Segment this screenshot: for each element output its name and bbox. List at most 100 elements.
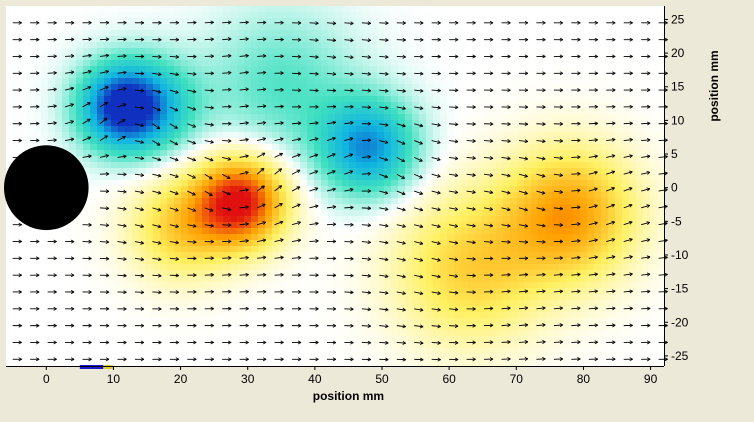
heat-cell: [6, 252, 14, 259]
heat-cell: [153, 60, 161, 67]
heat-cell: [608, 162, 616, 169]
heat-cell: [559, 318, 567, 325]
heat-cell: [475, 246, 483, 253]
heat-cell: [377, 156, 385, 163]
heat-cell: [405, 276, 413, 283]
heat-cell: [601, 300, 609, 307]
heat-cell: [195, 234, 203, 241]
heat-cell: [279, 126, 287, 133]
heat-cell: [398, 42, 406, 49]
heat-cell: [643, 210, 651, 217]
heat-cell: [552, 132, 560, 139]
heat-cell: [545, 270, 553, 277]
heat-cell: [279, 300, 287, 307]
heat-cell: [496, 312, 504, 319]
heat-cell: [629, 192, 637, 199]
heat-cell: [195, 228, 203, 235]
heat-cell: [258, 72, 266, 79]
heat-cell: [69, 24, 77, 31]
heat-cell: [230, 30, 238, 37]
heat-cell: [517, 306, 525, 313]
heat-cell: [286, 246, 294, 253]
heat-cell: [55, 282, 63, 289]
heat-cell: [342, 240, 350, 247]
heat-cell: [209, 318, 217, 325]
heat-cell: [622, 270, 630, 277]
heat-cell: [307, 138, 315, 145]
heat-cell: [223, 264, 231, 271]
heat-cell: [363, 216, 371, 223]
heat-cell: [489, 120, 497, 127]
heat-cell: [356, 42, 364, 49]
heat-cell: [356, 174, 364, 181]
heat-cell: [125, 114, 133, 121]
heat-cell: [300, 186, 308, 193]
heat-cell: [307, 102, 315, 109]
heat-cell: [503, 42, 511, 49]
heat-cell: [517, 72, 525, 79]
heat-cell: [181, 60, 189, 67]
heat-cell: [363, 84, 371, 91]
heat-cell: [244, 252, 252, 259]
heat-cell: [286, 282, 294, 289]
heat-cell: [160, 150, 168, 157]
heat-cell: [440, 210, 448, 217]
heat-cell: [398, 186, 406, 193]
heat-cell: [272, 162, 280, 169]
heat-cell: [636, 72, 644, 79]
heat-cell: [552, 48, 560, 55]
heat-cell: [608, 222, 616, 229]
heat-cell: [489, 18, 497, 25]
heat-cell: [594, 138, 602, 145]
heat-cell: [419, 246, 427, 253]
heat-cell: [573, 312, 581, 319]
heat-cell: [615, 282, 623, 289]
heat-cell: [174, 186, 182, 193]
heat-cell: [251, 168, 259, 175]
heat-cell: [202, 126, 210, 133]
heat-cell: [90, 132, 98, 139]
heat-cell: [335, 222, 343, 229]
heat-cell: [174, 222, 182, 229]
heat-cell: [419, 30, 427, 37]
heat-cell: [342, 234, 350, 241]
heat-cell: [153, 312, 161, 319]
heat-cell: [146, 114, 154, 121]
heat-cell: [496, 108, 504, 115]
heat-cell: [370, 288, 378, 295]
heat-cell: [188, 120, 196, 127]
heat-cell: [125, 66, 133, 73]
heat-cell: [349, 258, 357, 265]
heat-cell: [370, 150, 378, 157]
heat-cell: [636, 282, 644, 289]
heat-cell: [559, 60, 567, 67]
heat-cell: [48, 90, 56, 97]
heat-cell: [195, 24, 203, 31]
heat-cell: [342, 294, 350, 301]
heat-cell: [153, 252, 161, 259]
heat-cell: [265, 216, 273, 223]
heat-cell: [552, 24, 560, 31]
heat-cell: [398, 222, 406, 229]
heat-cell: [496, 66, 504, 73]
heat-cell: [391, 60, 399, 67]
heat-cell: [608, 300, 616, 307]
heat-cell: [524, 228, 532, 235]
heat-cell: [524, 66, 532, 73]
heat-cell: [461, 240, 469, 247]
heat-cell: [545, 114, 553, 121]
heat-cell: [314, 72, 322, 79]
heat-cell: [132, 108, 140, 115]
heat-cell: [328, 222, 336, 229]
heat-cell: [314, 36, 322, 43]
heat-cell: [20, 294, 28, 301]
heat-cell: [153, 54, 161, 61]
heat-cell: [104, 210, 112, 217]
heat-cell: [454, 210, 462, 217]
heat-cell: [20, 30, 28, 37]
heat-cell: [643, 6, 651, 13]
heat-cell: [622, 312, 630, 319]
heat-cell: [349, 294, 357, 301]
heat-cell: [202, 60, 210, 67]
heat-cell: [202, 162, 210, 169]
